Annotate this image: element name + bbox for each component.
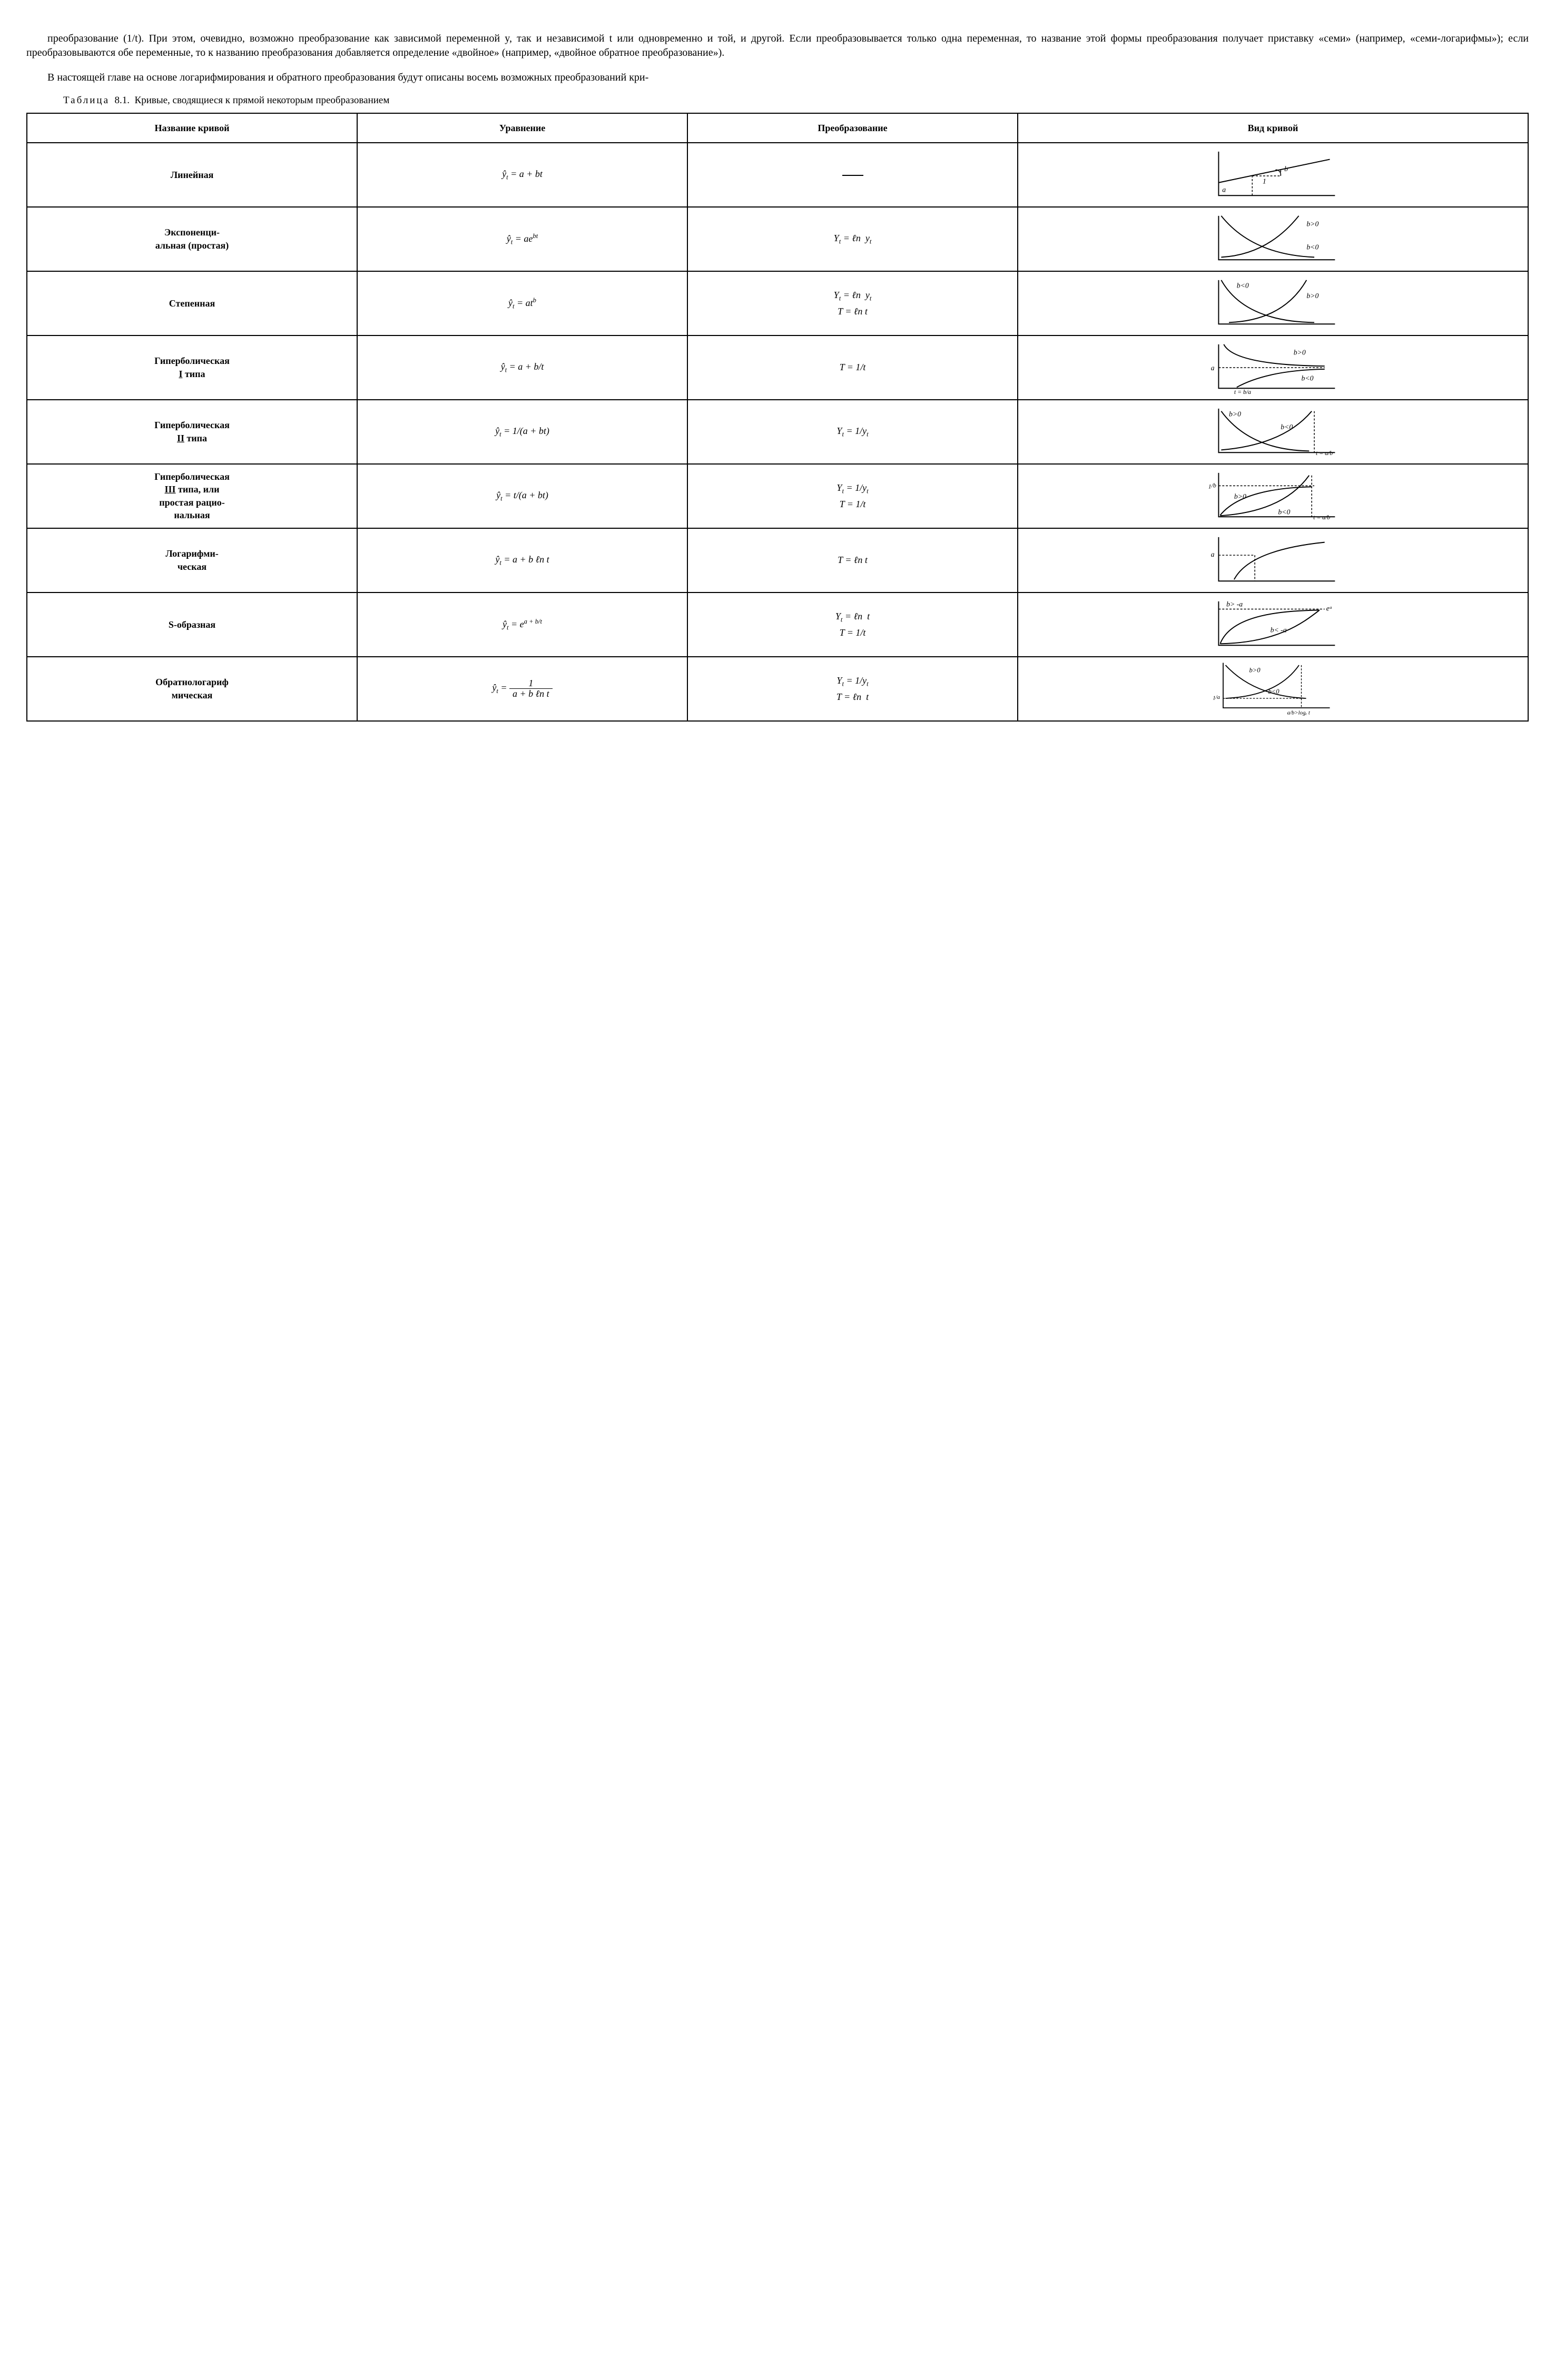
svg-text:b>0: b>0	[1306, 220, 1318, 228]
table-row: ГиперболическаяI типа ŷt = a + b/t T = 1…	[27, 335, 1528, 400]
curve-transform: T = 1/t	[687, 335, 1018, 400]
curve-equation: ŷt = ea + b/t	[357, 592, 687, 657]
table-row: Степенная ŷt = atb Yt = ℓn yt T = ℓn t b…	[27, 271, 1528, 335]
svg-text:a/b>logₑ t: a/b>logₑ t	[1287, 709, 1311, 716]
curve-name: ГиперболическаяII типа	[27, 400, 357, 464]
svg-text:t = a/b: t = a/b	[1313, 514, 1330, 521]
svg-text:t = a/b: t = a/b	[1316, 450, 1333, 457]
svg-text:a: a	[1211, 550, 1215, 558]
table-row: S-образная ŷt = ea + b/t Yt = ℓn t T = 1…	[27, 592, 1528, 657]
curve-graph: b<0 b>0	[1018, 271, 1528, 335]
table-row: Логарифми-ческая ŷt = a + b ℓn t T = ℓn …	[27, 528, 1528, 592]
caption-rest: Кривые, сводящиеся к прямой некоторым пр…	[135, 95, 390, 106]
caption-word: Таблица	[63, 95, 110, 106]
curve-equation: ŷt = 1a + b ℓn t	[357, 657, 687, 721]
curve-name: Линейная	[27, 143, 357, 207]
curve-transform: Yt = 1/yt	[687, 400, 1018, 464]
curve-graph: 1/b b>0 b<0 t = a/b	[1018, 464, 1528, 528]
header-graph: Вид кривой	[1018, 113, 1528, 143]
table-row: Экспоненци-альная (простая) ŷt = aebt Yt…	[27, 207, 1528, 271]
curve-name: ГиперболическаяIII типа, илипростая раци…	[27, 464, 357, 528]
curve-graph: b>0 b<0 t = a/b	[1018, 400, 1528, 464]
svg-text:a: a	[1222, 185, 1226, 193]
svg-text:t = b/a: t = b/a	[1234, 389, 1251, 396]
curve-equation: ŷt = 1/(a + bt)	[357, 400, 687, 464]
svg-text:1/b: 1/b	[1208, 482, 1216, 490]
svg-text:b<0: b<0	[1306, 243, 1318, 251]
curve-transform: T = ℓn t	[687, 528, 1018, 592]
curve-graph: b> -a b< -a eᵃ	[1018, 592, 1528, 657]
curve-equation: ŷt = atb	[357, 271, 687, 335]
table-row: Линейная ŷt = a + bt a 1 b	[27, 143, 1528, 207]
svg-text:b: b	[1284, 165, 1288, 173]
table-row: ГиперболическаяIII типа, илипростая раци…	[27, 464, 1528, 528]
table-row: ГиперболическаяII типа ŷt = 1/(a + bt) Y…	[27, 400, 1528, 464]
header-transform: Преобразование	[687, 113, 1018, 143]
curve-equation: ŷt = t/(a + bt)	[357, 464, 687, 528]
curve-graph: a 1 b	[1018, 143, 1528, 207]
curve-equation: ŷt = a + bt	[357, 143, 687, 207]
curve-name: ГиперболическаяI типа	[27, 335, 357, 400]
svg-text:b>0: b>0	[1234, 492, 1246, 500]
caption-num: 8.1.	[115, 95, 130, 106]
paragraph-2: В настоящей главе на основе логарифмиров…	[26, 71, 1529, 85]
curve-transform: Yt = 1/yt T = 1/t	[687, 464, 1018, 528]
svg-text:b<0: b<0	[1302, 374, 1314, 382]
svg-text:a: a	[1211, 364, 1215, 372]
curve-name: Логарифми-ческая	[27, 528, 357, 592]
curve-transform: Yt = ℓn yt T = ℓn t	[687, 271, 1018, 335]
svg-text:b>0: b>0	[1249, 666, 1261, 674]
svg-text:1: 1	[1263, 177, 1266, 185]
curve-transform: Yt = 1/yt T = ℓn t	[687, 657, 1018, 721]
curve-transform: Yt = ℓn t T = 1/t	[687, 592, 1018, 657]
svg-text:1/a: 1/a	[1213, 694, 1220, 702]
svg-text:b<0: b<0	[1268, 688, 1280, 695]
svg-text:b< -a: b< -a	[1271, 626, 1287, 634]
svg-text:b<0: b<0	[1281, 423, 1293, 431]
curve-graph: b>0 b<0 1/a a/b>logₑ t	[1018, 657, 1528, 721]
header-equation: Уравнение	[357, 113, 687, 143]
svg-text:b> -a: b> -a	[1226, 600, 1243, 608]
table-caption: Таблица 8.1. Кривые, сводящиеся к прямой…	[63, 94, 1529, 107]
curve-name: Обратнологарифмическая	[27, 657, 357, 721]
curve-transform: Yt = ℓn yt	[687, 207, 1018, 271]
svg-text:b<0: b<0	[1278, 508, 1290, 516]
paragraph-1: преобразование (1/t). При этом, очевидно…	[26, 32, 1529, 60]
svg-text:b>0: b>0	[1229, 410, 1241, 418]
curve-name: Степенная	[27, 271, 357, 335]
curve-name: Экспоненци-альная (простая)	[27, 207, 357, 271]
curve-equation: ŷt = a + b ℓn t	[357, 528, 687, 592]
table-row: Обратнологарифмическая ŷt = 1a + b ℓn t …	[27, 657, 1528, 721]
svg-text:eᵃ: eᵃ	[1326, 604, 1333, 612]
curve-graph: a	[1018, 528, 1528, 592]
curves-table: Название кривой Уравнение Преобразование…	[26, 113, 1529, 722]
curve-name: S-образная	[27, 592, 357, 657]
svg-text:b<0: b<0	[1237, 281, 1249, 289]
curve-transform	[687, 143, 1018, 207]
curve-graph: b>0 b<0	[1018, 207, 1528, 271]
curve-equation: ŷt = aebt	[357, 207, 687, 271]
svg-text:b>0: b>0	[1294, 348, 1306, 356]
curve-equation: ŷt = a + b/t	[357, 335, 687, 400]
table-header-row: Название кривой Уравнение Преобразование…	[27, 113, 1528, 143]
svg-text:b>0: b>0	[1306, 292, 1318, 300]
header-name: Название кривой	[27, 113, 357, 143]
curve-graph: a b>0 b<0 t = b/a	[1018, 335, 1528, 400]
